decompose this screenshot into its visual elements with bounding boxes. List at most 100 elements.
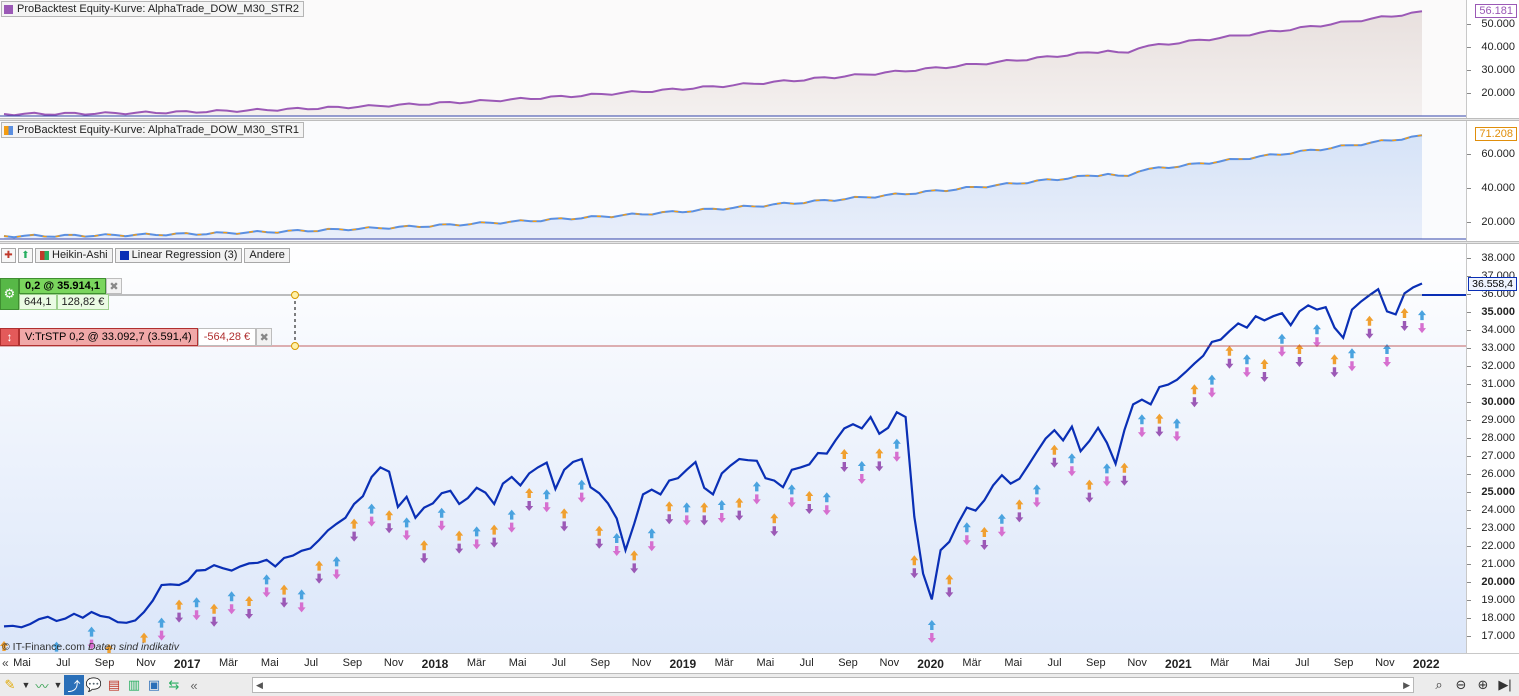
trade-signal-arrow-icon[interactable]	[297, 589, 306, 600]
trade-signal-arrow-icon[interactable]	[577, 479, 586, 490]
legend-str1[interactable]: ProBacktest Equity-Kurve: AlphaTrade_DOW…	[1, 122, 305, 138]
trade-signal-arrow-icon[interactable]	[280, 597, 289, 608]
trade-signal-arrow-icon[interactable]	[315, 573, 324, 584]
trade-signal-arrow-icon[interactable]	[332, 556, 341, 567]
trade-signal-arrow-icon[interactable]	[1400, 308, 1409, 318]
trade-signal-arrow-icon[interactable]	[1172, 418, 1181, 429]
trade-signal-arrow-icon[interactable]	[1120, 475, 1129, 486]
trade-signal-arrow-icon[interactable]	[1242, 367, 1251, 378]
trade-signal-arrow-icon[interactable]	[1190, 384, 1199, 395]
collapse-left-icon[interactable]: «	[190, 677, 198, 693]
panel-separator[interactable]	[0, 118, 1519, 121]
trade-signal-arrow-icon[interactable]	[822, 505, 831, 516]
trade-signal-arrow-icon[interactable]	[455, 543, 464, 554]
scroll-right-arrow-icon[interactable]: ▶	[1403, 679, 1410, 690]
trade-signal-arrow-icon[interactable]	[1155, 426, 1164, 437]
trade-signal-arrow-icon[interactable]	[822, 492, 831, 503]
trade-signal-arrow-icon[interactable]	[1400, 321, 1409, 331]
trade-signal-arrow-icon[interactable]	[560, 521, 569, 532]
strategy-icon[interactable]: ⇆	[168, 677, 180, 692]
trade-signal-arrow-icon[interactable]	[962, 535, 971, 546]
trade-signal-arrow-icon[interactable]	[612, 546, 621, 556]
position-drag-handle[interactable]	[291, 291, 299, 299]
drag-arrow-icon[interactable]: ↕	[0, 328, 19, 346]
trade-signal-arrow-icon[interactable]	[1295, 344, 1304, 354]
trade-signal-arrow-icon[interactable]	[1050, 444, 1059, 455]
trade-signal-arrow-icon[interactable]	[1312, 337, 1321, 348]
trade-signal-arrow-icon[interactable]	[315, 560, 324, 571]
trade-signal-arrow-icon[interactable]	[542, 489, 551, 500]
trade-signal-arrow-icon[interactable]	[857, 474, 866, 484]
trade-signal-arrow-icon[interactable]	[1032, 497, 1041, 508]
collapse-icon[interactable]: ✚	[1, 247, 16, 263]
trade-signal-arrow-icon[interactable]	[805, 491, 814, 501]
trade-signal-arrow-icon[interactable]	[1067, 466, 1076, 477]
trade-signal-arrow-icon[interactable]	[175, 599, 184, 610]
trade-signal-arrow-icon[interactable]	[1050, 457, 1059, 468]
trade-signal-arrow-icon[interactable]	[910, 568, 919, 579]
close-icon[interactable]: ✖	[105, 278, 122, 294]
trade-signal-arrow-icon[interactable]	[1242, 354, 1251, 365]
trade-signal-arrow-icon[interactable]	[1277, 333, 1286, 344]
equity-axis-str2[interactable]: 50.000 40.000 30.000 20.000	[1466, 0, 1519, 118]
scroll-left-icon[interactable]: «	[2, 656, 9, 670]
trade-signal-arrow-icon[interactable]	[577, 492, 586, 503]
trade-signal-arrow-icon[interactable]	[262, 574, 271, 585]
trade-signal-arrow-icon[interactable]	[735, 510, 744, 521]
trade-signal-arrow-icon[interactable]	[1015, 512, 1024, 523]
trade-signal-arrow-icon[interactable]	[192, 597, 201, 608]
bars-icon[interactable]: ▥	[127, 677, 141, 692]
position-order[interactable]: ⚙ 0,2 @ 35.914,1 ✖ 644,1 128,82 €	[0, 278, 122, 310]
trade-signal-arrow-icon[interactable]	[297, 602, 306, 613]
time-axis[interactable]: « Mai Jul Sep Nov 2017 Mär Mai Jul Sep Nov 2018 Mär…	[0, 653, 1519, 673]
trade-signal-arrow-icon[interactable]	[840, 462, 849, 472]
zoom-fit-icon[interactable]: ⌕	[1435, 677, 1443, 692]
trade-signal-arrow-icon[interactable]	[1207, 374, 1216, 385]
trade-signal-arrow-icon[interactable]	[595, 538, 604, 549]
trade-signal-arrow-icon[interactable]	[1295, 357, 1304, 367]
trade-signal-arrow-icon[interactable]	[1330, 354, 1339, 365]
trade-signal-arrow-icon[interactable]	[210, 616, 219, 627]
dropdown-icon[interactable]: ▼	[21, 680, 31, 690]
add-indicator-icon[interactable]: ⬆	[18, 247, 33, 263]
equity-plot-str1[interactable]	[0, 121, 1466, 241]
trade-signal-arrow-icon[interactable]	[1225, 358, 1234, 369]
trade-signal-arrow-icon[interactable]	[1207, 387, 1216, 398]
dropdown-icon[interactable]: ▼	[53, 680, 63, 690]
trade-signal-arrow-icon[interactable]	[1365, 328, 1374, 339]
trade-signal-arrow-icon[interactable]	[490, 537, 499, 548]
trade-signal-arrow-icon[interactable]	[0, 641, 8, 651]
trade-signal-arrow-icon[interactable]	[192, 610, 201, 621]
trade-signal-arrow-icon[interactable]	[87, 626, 96, 637]
trade-signal-arrow-icon[interactable]	[700, 515, 709, 526]
trade-signal-arrow-icon[interactable]	[805, 504, 814, 514]
trade-signal-arrow-icon[interactable]	[1102, 463, 1111, 474]
trade-signal-arrow-icon[interactable]	[385, 523, 394, 534]
trade-signal-arrow-icon[interactable]	[910, 555, 919, 566]
trade-signal-arrow-icon[interactable]	[175, 612, 184, 623]
close-icon[interactable]: ✖	[256, 328, 273, 346]
trade-signal-arrow-icon[interactable]	[1277, 346, 1286, 357]
pencil-icon[interactable]: ✎	[4, 677, 16, 692]
other-button[interactable]: Andere	[244, 247, 290, 263]
trade-signal-arrow-icon[interactable]	[437, 520, 446, 531]
trade-signal-arrow-icon[interactable]	[595, 525, 604, 536]
trade-signal-arrow-icon[interactable]	[157, 617, 166, 628]
share-icon[interactable]: ⤴	[64, 675, 84, 695]
trade-signal-arrow-icon[interactable]	[332, 569, 341, 580]
trade-signal-arrow-icon[interactable]	[980, 527, 989, 537]
trade-signal-arrow-icon[interactable]	[997, 526, 1006, 537]
trade-signal-arrow-icon[interactable]	[945, 574, 954, 585]
trade-signal-arrow-icon[interactable]	[770, 513, 779, 524]
trade-signal-arrow-icon[interactable]	[402, 517, 411, 528]
trade-signal-arrow-icon[interactable]	[157, 630, 166, 641]
chart-type-icon[interactable]: 〰	[35, 678, 49, 694]
trade-signal-arrow-icon[interactable]	[1417, 310, 1426, 321]
scroll-end-icon[interactable]: ▶|	[1498, 677, 1512, 692]
trade-signal-arrow-icon[interactable]	[262, 587, 271, 598]
trade-signal-arrow-icon[interactable]	[980, 540, 989, 550]
trade-signal-arrow-icon[interactable]	[245, 596, 254, 606]
price-axis[interactable]: 38.000 37.000 36.000 35.000 34.000 33.000 32.0…	[1466, 244, 1519, 653]
trade-signal-arrow-icon[interactable]	[700, 502, 709, 513]
horizontal-scrollbar[interactable]: ◀ ▶	[252, 677, 1414, 693]
